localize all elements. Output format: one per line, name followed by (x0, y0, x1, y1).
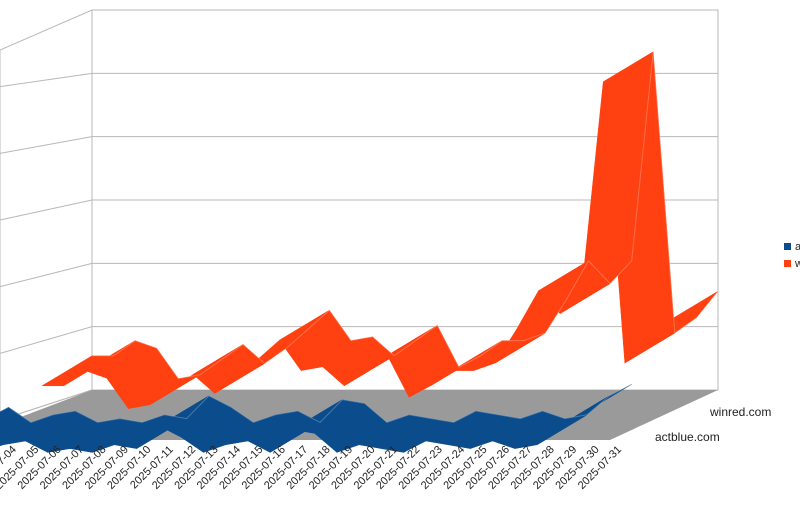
gridline-side (0, 262, 93, 288)
legend-swatch-w (784, 260, 791, 267)
depth-axis-labels: winred.com actblue.com (655, 405, 771, 444)
legend-label-a: a (795, 241, 800, 253)
gridline-side (0, 72, 93, 88)
ribbon-segment-actblue.com (0, 406, 32, 442)
gridline-side (0, 136, 93, 154)
ribbon-edge-winred.com (92, 51, 719, 380)
x-tick-labels: 2025-07-022025-07-032025-07-042025-07-05… (0, 444, 624, 492)
depth-label-actblue: actblue.com (655, 430, 720, 444)
ribbon-segment-actblue.com (559, 384, 632, 427)
series-actblue (0, 383, 632, 453)
gridline-side (0, 199, 93, 221)
legend: a w (784, 241, 800, 270)
legend-label-w: w (794, 258, 800, 270)
ribbon-segment-winred.com (646, 290, 719, 349)
depth-label-winred: winred.com (709, 405, 771, 419)
legend-swatch-a (784, 243, 791, 250)
gridline-side (0, 326, 93, 354)
ribbon-edge-actblue.com (0, 383, 632, 424)
side-wall (0, 9, 93, 421)
series-winred (41, 51, 719, 409)
